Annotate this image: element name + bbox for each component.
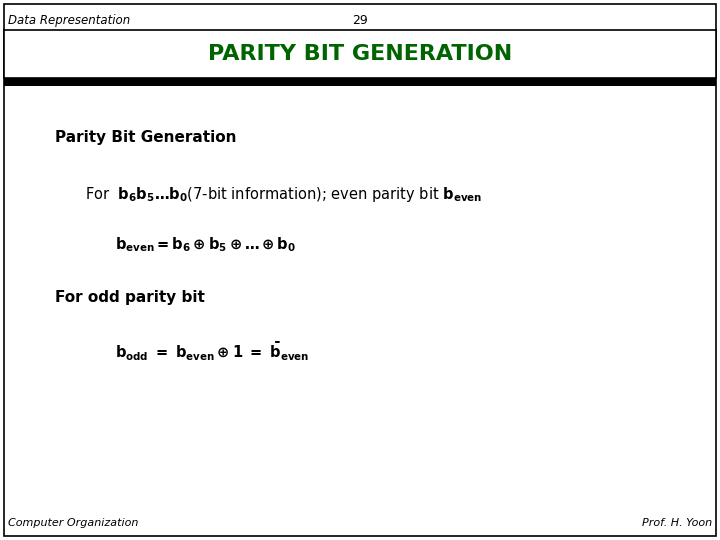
Bar (4, 78, 716, 86)
Text: $\mathbf{b_{odd}\ =\ b_{even} \oplus 1\ =\ \bar{b}_{even}}$: $\mathbf{b_{odd}\ =\ b_{even} \oplus 1\ … (115, 340, 310, 362)
Text: PARITY BIT GENERATION: PARITY BIT GENERATION (208, 44, 512, 64)
Text: Computer Organization: Computer Organization (8, 518, 138, 528)
Text: Data Representation: Data Representation (8, 14, 130, 27)
Text: Prof. H. Yoon: Prof. H. Yoon (642, 518, 712, 528)
Text: For  $\mathbf{b_6 b_5 \ldots b_0}$(7-bit information); even parity bit $\mathbf{: For $\mathbf{b_6 b_5 \ldots b_0}$(7-bit … (85, 185, 482, 204)
Text: $\mathbf{b_{even} = b_6 \oplus b_5 \oplus \ldots \oplus b_0}$: $\mathbf{b_{even} = b_6 \oplus b_5 \oplu… (115, 235, 296, 254)
Text: For odd parity bit: For odd parity bit (55, 290, 205, 305)
Bar (4, 30, 716, 78)
Text: Parity Bit Generation: Parity Bit Generation (55, 130, 236, 145)
Text: 29: 29 (352, 14, 368, 27)
